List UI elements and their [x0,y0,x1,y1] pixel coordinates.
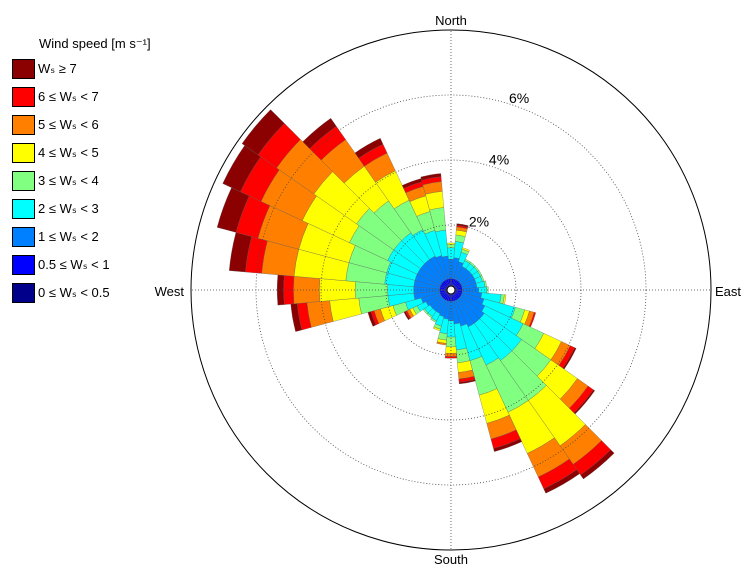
rose-sector-segment [430,317,437,323]
legend-label: 0.5 ≤ Wₛ < 1 [38,257,110,272]
legend-label: 2 ≤ Wₛ < 3 [38,201,99,216]
direction-label-north: North [435,13,467,28]
legend-label: 4 ≤ Wₛ < 5 [38,145,99,160]
grid-layer [191,30,711,550]
legend-item: 6 ≤ Wₛ < 7 [12,86,99,108]
rose-sector-segment [543,469,580,494]
legend-label: 3 ≤ Wₛ < 4 [38,173,99,188]
legend-swatch [12,143,35,163]
rose-sector-segment [302,118,337,149]
radial-tick-label: 4% [489,152,509,168]
legend-swatch [12,199,35,219]
legend-swatch [12,255,35,275]
legend-item: 2 ≤ Wₛ < 3 [12,198,99,220]
outer-ring [190,29,712,551]
legend-label: 0 ≤ Wₛ < 0.5 [38,285,110,300]
legend-label: 1 ≤ Wₛ < 2 [38,229,99,244]
rose-sector-segment [493,438,522,452]
legend-item: 3 ≤ Wₛ < 4 [12,170,99,192]
rose-sector-segment [458,379,476,385]
direction-label-east: East [715,284,741,299]
legend-swatch [12,227,35,247]
legend-label: 5 ≤ Wₛ < 6 [38,117,99,132]
rose-sector-segment [354,138,384,159]
legend-swatch [12,171,35,191]
rose-sector-segment [432,326,441,331]
legend-swatch [12,87,35,107]
rose-sector-segment [461,247,470,252]
grid-ring [385,224,517,356]
legend-swatch [12,115,35,135]
rose-sector-segment [306,300,334,328]
sector-layer [216,109,615,494]
legend-item: 4 ≤ Wₛ < 5 [12,142,99,164]
radial-tick-label: 6% [509,90,529,106]
legend-label: 6 ≤ Wₛ < 7 [38,89,99,104]
legend-item: 1 ≤ Wₛ < 2 [12,226,99,248]
rose-sector-segment [580,449,615,480]
legend-swatch [12,59,35,79]
radial-tick-label: 2% [469,213,489,229]
rose-sector-segment [436,341,447,346]
legend-item: 0 ≤ Wₛ < 0.5 [12,282,110,304]
direction-label-west: West [155,284,185,299]
rose-sector-segment [478,286,487,294]
rose-sector-segment [276,274,285,306]
direction-label-south: South [434,552,468,567]
legend-swatch [12,283,35,303]
rose-sector-segment [329,297,362,322]
legend-title: Wind speed [m s⁻¹] [39,36,151,51]
rose-sector-segment [241,109,285,156]
legend-item: 5 ≤ Wₛ < 6 [12,114,99,136]
legend-label: Wₛ ≥ 7 [38,61,77,76]
legend-item: Wₛ ≥ 7 [12,58,77,80]
legend-item: 0.5 ≤ Wₛ < 1 [12,254,110,276]
rose-sector-segment [420,173,442,181]
center-dot [446,285,456,295]
rose-sector-segment [444,356,458,359]
